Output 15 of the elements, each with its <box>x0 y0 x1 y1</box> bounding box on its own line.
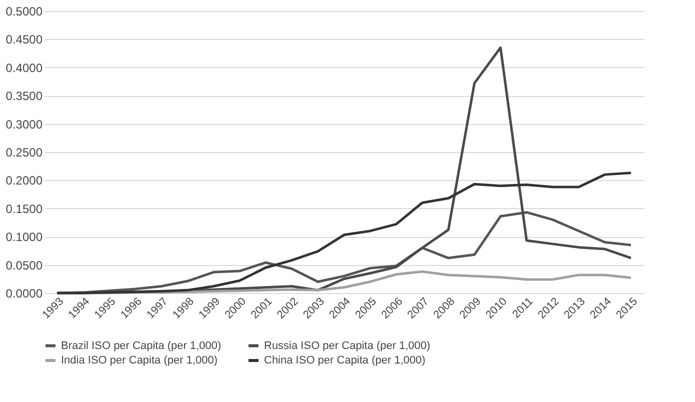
y-tick-label: 0.2500 <box>6 146 43 160</box>
legend-label: Russia ISO per Capita (per 1,000) <box>264 340 430 352</box>
legend-label: India ISO per Capita (per 1,000) <box>61 354 218 366</box>
y-tick-label: 0.3500 <box>6 89 43 104</box>
y-tick-label: 0.1500 <box>6 202 43 216</box>
y-tick-label: 0.4000 <box>6 60 43 75</box>
y-tick-label: 0.5000 <box>6 4 43 18</box>
legend-label: Brazil ISO per Capita (per 1,000) <box>61 340 222 352</box>
legend-label: China ISO per Capita (per 1,000) <box>264 354 426 366</box>
y-tick-label: 0.2000 <box>6 174 43 188</box>
y-tick-label: 0.0500 <box>6 258 43 272</box>
y-tick-label: 0.3000 <box>6 117 43 132</box>
y-tick-label: 0.0000 <box>6 286 43 300</box>
y-tick-label: 0.1000 <box>6 230 43 244</box>
y-tick-label: 0.4500 <box>6 32 43 47</box>
